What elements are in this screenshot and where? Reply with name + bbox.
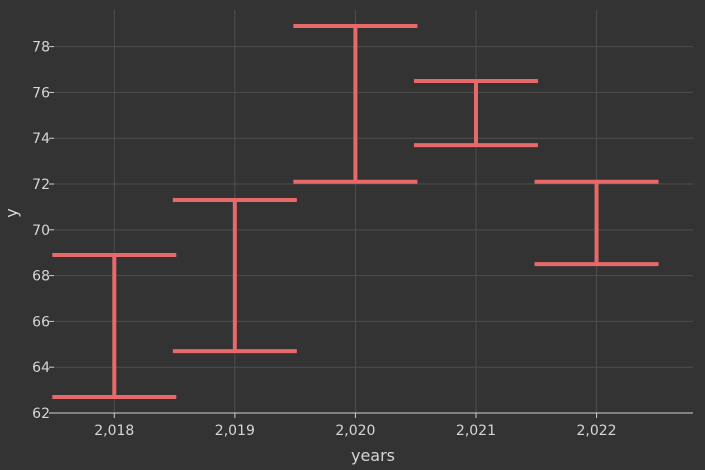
error-bar (52, 253, 177, 399)
y-tick-label: 78 (32, 40, 50, 56)
y-axis-title: y (2, 208, 21, 217)
y-tick-label: 72 (32, 177, 50, 193)
y-tick-label: 66 (32, 314, 50, 330)
x-tick-labels: 2,018 2,019 2,020 2,021 2,022 (94, 413, 617, 439)
x-tick-label: 2,021 (456, 423, 496, 439)
x-tick-label: 2,022 (577, 423, 617, 439)
x-tick-label: 2,019 (215, 423, 255, 439)
error-bar (172, 198, 297, 354)
y-tick-label: 68 (32, 269, 50, 285)
y-tick-label: 62 (32, 406, 50, 422)
error-bar (293, 24, 418, 184)
error-bar (413, 78, 538, 148)
error-bars (52, 24, 659, 399)
x-axis-title: years (351, 446, 395, 465)
error-bar (534, 179, 659, 267)
y-tick-label: 76 (32, 85, 50, 101)
y-tick-label: 64 (32, 360, 50, 376)
y-tick-label: 74 (32, 131, 50, 147)
x-tick-label: 2,020 (335, 423, 375, 439)
y-tick-label: 70 (32, 223, 50, 239)
y-tick-labels: 62 64 66 68 70 72 74 76 78 (32, 40, 54, 422)
x-tick-label: 2,018 (94, 423, 134, 439)
